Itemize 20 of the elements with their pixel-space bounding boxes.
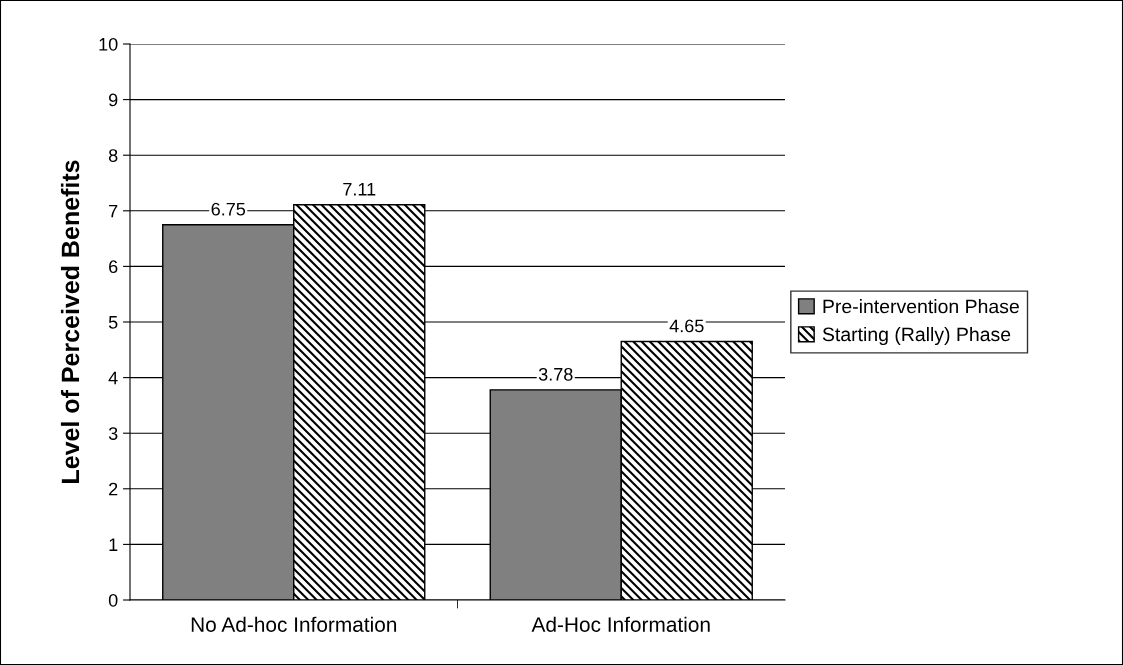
- x-tick-label: Ad-Hoc Information: [531, 616, 710, 632]
- y-tick-label: 6: [109, 260, 118, 274]
- data-label: 6.75: [211, 202, 246, 216]
- y-tick-label: 9: [109, 93, 118, 107]
- y-tick-label: 3: [108, 427, 118, 440]
- data-label: 3.78: [538, 367, 573, 381]
- y-tick-label: 1: [109, 538, 118, 551]
- y-tick-label: 0: [108, 593, 118, 607]
- y-axis-title: Level of Perceived Benefits: [60, 160, 80, 483]
- data-label: 7.11: [343, 182, 376, 196]
- y-tick-label: 7: [109, 204, 118, 218]
- legend-label: Starting (Rally) Phase: [822, 326, 1011, 346]
- data-label: 4.65: [669, 319, 704, 333]
- y-tick-label: 2: [109, 482, 118, 496]
- y-tick-label: 10: [99, 37, 118, 51]
- legend-label: Pre-intervention Phase: [823, 299, 1019, 314]
- y-tick-label: 5: [108, 316, 118, 329]
- y-tick-label: 8: [108, 149, 118, 162]
- y-tick-label: 4: [108, 371, 118, 385]
- x-tick-label: No Ad-hoc Information: [191, 616, 397, 632]
